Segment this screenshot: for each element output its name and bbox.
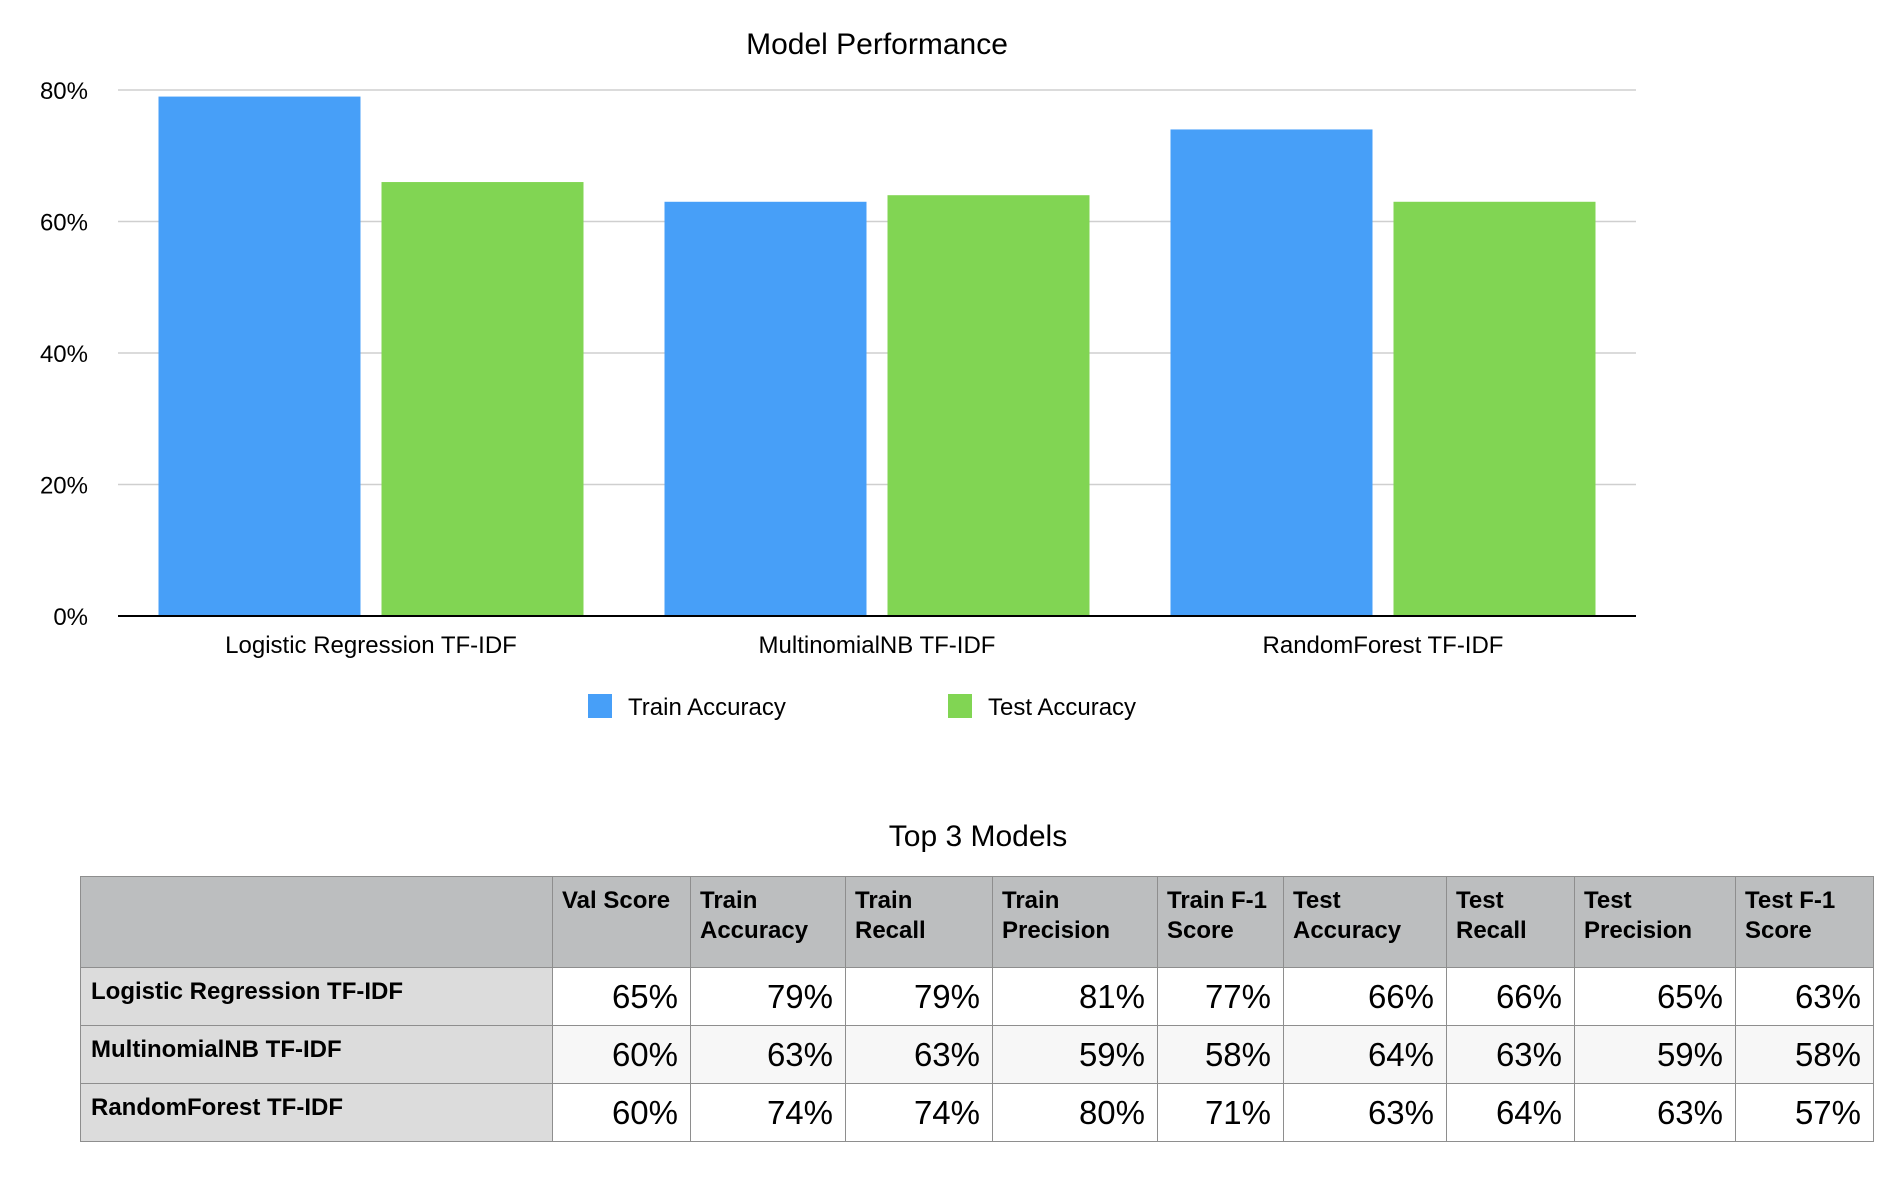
table-cell: 59%: [1574, 1025, 1736, 1084]
x-tick-label: RandomForest TF-IDF: [1263, 632, 1504, 659]
table-cell: 63%: [845, 1025, 993, 1084]
chart-title: Model Performance: [746, 28, 1008, 61]
bar: [158, 96, 361, 616]
table-cell: 60%: [552, 1025, 691, 1084]
table-row: MultinomialNB TF-IDF 60% 63% 63% 59% 58%…: [80, 1025, 1874, 1084]
y-tick-label: 40%: [40, 341, 88, 368]
table-cell: 80%: [992, 1083, 1158, 1142]
legend-label: Test Accuracy: [988, 694, 1136, 721]
table-cell: 77%: [1157, 967, 1284, 1026]
header-cell-train-recall: Train Recall: [845, 876, 993, 968]
table-cell: 65%: [552, 967, 691, 1026]
header-cell-test-precision: Test Precision: [1574, 876, 1736, 968]
table-cell: 57%: [1735, 1083, 1874, 1142]
y-tick-label: 80%: [40, 78, 88, 105]
table-cell: 58%: [1735, 1025, 1874, 1084]
row-label: Logistic Regression TF-IDF: [80, 967, 553, 1026]
legend-swatch: [588, 694, 612, 718]
header-cell-train-precision: Train Precision: [992, 876, 1158, 968]
header-cell-test-f1-score: Test F-1 Score: [1735, 876, 1874, 968]
legend-label: Train Accuracy: [628, 694, 786, 721]
table-cell: 63%: [1735, 967, 1874, 1026]
table-header-row: Val Score Train Accuracy Train Recall Tr…: [80, 876, 1874, 968]
table-cell: 66%: [1446, 967, 1575, 1026]
bar-layer: [158, 96, 1596, 617]
y-tick-label: 0%: [53, 604, 88, 631]
table-row: Logistic Regression TF-IDF 65% 79% 79% 8…: [80, 967, 1874, 1026]
table-row: RandomForest TF-IDF 60% 74% 74% 80% 71% …: [80, 1083, 1874, 1142]
table-cell: 63%: [1574, 1083, 1736, 1142]
header-cell-train-f1-score: Train F-1 Score: [1157, 876, 1284, 968]
table-cell: 79%: [690, 967, 846, 1026]
bar: [887, 195, 1090, 616]
x-tick-label: MultinomialNB TF-IDF: [759, 632, 996, 659]
row-label: MultinomialNB TF-IDF: [80, 1025, 553, 1084]
table-cell: 74%: [845, 1083, 993, 1142]
table-cell: 63%: [1283, 1083, 1447, 1142]
y-tick-label: 20%: [40, 473, 88, 500]
x-tick-label: Logistic Regression TF-IDF: [225, 632, 517, 659]
table-cell: 64%: [1446, 1083, 1575, 1142]
table-cell: 66%: [1283, 967, 1447, 1026]
bar: [381, 182, 584, 617]
table-cell: 71%: [1157, 1083, 1284, 1142]
metrics-table: Val Score Train Accuracy Train Recall Tr…: [80, 876, 1874, 1142]
legend-swatch: [948, 694, 972, 718]
header-cell-train-accuracy: Train Accuracy: [690, 876, 846, 968]
legend: Train Accuracy Test Accuracy: [588, 694, 1136, 721]
header-cell-empty: [80, 876, 553, 968]
bar: [664, 201, 867, 616]
bar: [1170, 129, 1373, 616]
y-tick-label: 60%: [40, 210, 88, 237]
header-cell-test-recall: Test Recall: [1446, 876, 1575, 968]
table-cell: 74%: [690, 1083, 846, 1142]
table-cell: 79%: [845, 967, 993, 1026]
y-axis-ticks: 0% 20% 40% 60% 80%: [40, 78, 88, 631]
table-cell: 58%: [1157, 1025, 1284, 1084]
table-cell: 59%: [992, 1025, 1158, 1084]
table-cell: 60%: [552, 1083, 691, 1142]
table-cell: 64%: [1283, 1025, 1447, 1084]
bar-chart: Model Performance 0% 20% 40% 60% 80% Logisti…: [40, 28, 1636, 721]
table-cell: 65%: [1574, 967, 1736, 1026]
table-cell: 81%: [992, 967, 1158, 1026]
header-cell-test-accuracy: Test Accuracy: [1283, 876, 1447, 968]
table-cell: 63%: [1446, 1025, 1575, 1084]
table-title: Top 3 Models: [888, 820, 1068, 853]
grid-layer: [118, 89, 1636, 486]
row-label: RandomForest TF-IDF: [80, 1083, 553, 1142]
header-cell-val-score: Val Score: [552, 876, 691, 968]
bar: [1393, 201, 1596, 616]
table-cell: 63%: [690, 1025, 846, 1084]
x-axis-labels: Logistic Regression TF-IDF MultinomialNB …: [225, 632, 1503, 659]
